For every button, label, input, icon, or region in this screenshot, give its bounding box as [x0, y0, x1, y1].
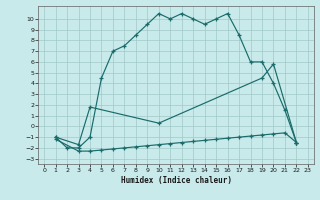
X-axis label: Humidex (Indice chaleur): Humidex (Indice chaleur) [121, 176, 231, 185]
